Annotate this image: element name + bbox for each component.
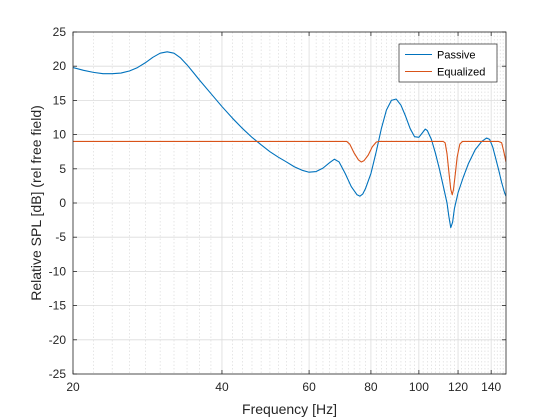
y-tick-label: 0 bbox=[59, 196, 66, 210]
series-line-equalized bbox=[73, 140, 506, 196]
x-tick-label: 60 bbox=[302, 380, 316, 394]
series-layer bbox=[73, 51, 506, 229]
legend-label-equalized: Equalized bbox=[437, 67, 485, 79]
x-tick-label: 20 bbox=[66, 380, 80, 394]
y-tick-labels: -25 -20 -15 -10 -5 0 5 10 15 20 25 bbox=[49, 25, 67, 381]
legend-box bbox=[398, 43, 498, 83]
x-tick-label: 40 bbox=[215, 380, 229, 394]
y-tick-label: 15 bbox=[53, 93, 67, 107]
legend: Passive Equalized bbox=[398, 43, 498, 83]
x-tick-label: 100 bbox=[409, 380, 429, 394]
y-tick-label: 5 bbox=[59, 162, 66, 176]
x-tick-labels: 20 40 60 80 100 120 140 bbox=[66, 380, 501, 394]
y-tick-label: -25 bbox=[49, 367, 67, 381]
y-tick-label: 25 bbox=[53, 25, 67, 39]
y-tick-label: -20 bbox=[49, 333, 67, 347]
y-tick-label: 20 bbox=[53, 59, 67, 73]
y-tick-label: -15 bbox=[49, 299, 67, 313]
minor-grid bbox=[93, 32, 504, 374]
y-tick-label: -10 bbox=[49, 264, 67, 278]
y-axis-label: Relative SPL [dB] (rel free field) bbox=[28, 105, 44, 301]
x-tick-label: 140 bbox=[481, 380, 501, 394]
y-tick-label: -5 bbox=[55, 230, 66, 244]
legend-label-passive: Passive bbox=[437, 50, 476, 62]
x-axis-label: Frequency [Hz] bbox=[242, 401, 337, 417]
series-line-passive bbox=[73, 51, 506, 229]
x-tick-label: 120 bbox=[448, 380, 468, 394]
y-tick-label: 10 bbox=[53, 128, 67, 142]
tick-marks bbox=[72, 31, 506, 375]
x-tick-label: 80 bbox=[364, 380, 378, 394]
